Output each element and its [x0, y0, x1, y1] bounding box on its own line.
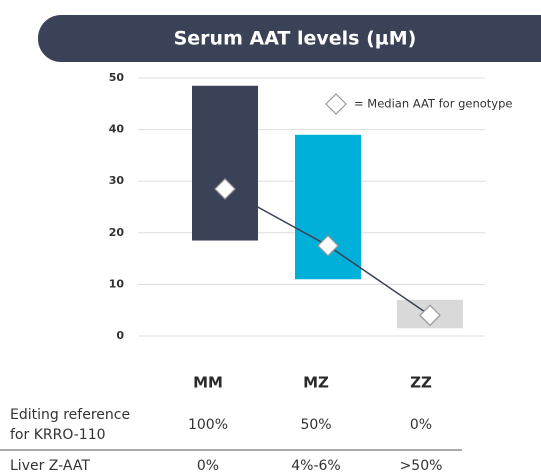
row-label: for KRRO-110: [10, 427, 106, 443]
y-tick-label: 20: [109, 226, 125, 239]
legend-marker: [325, 93, 347, 115]
median-marker: [214, 178, 236, 200]
range-bar: [295, 134, 361, 280]
table-cell: 0%: [410, 417, 432, 433]
table-cell: 50%: [300, 417, 331, 433]
legend-label: = Median AAT for genotype: [354, 97, 512, 111]
y-tick-label: 0: [116, 329, 124, 342]
y-tick-label: 10: [109, 277, 125, 290]
y-tick-label: 40: [109, 123, 125, 136]
median-marker: [317, 234, 339, 257]
range-bar: [192, 85, 258, 241]
column-header: ZZ: [410, 374, 432, 392]
y-tick-label: 30: [109, 174, 125, 187]
median-marker: [419, 304, 441, 327]
row-label: Editing reference: [10, 407, 130, 423]
row-label: Liver Z-AAT: [10, 458, 90, 474]
column-header: MM: [193, 374, 223, 392]
table-cell: >50%: [400, 458, 443, 474]
table-cell: 4%-6%: [291, 458, 340, 474]
chart-title: Serum AAT levels (µM): [174, 28, 417, 50]
title-banner: [38, 15, 541, 62]
column-header: MZ: [303, 374, 329, 392]
table-cell: 0%: [197, 458, 219, 474]
y-tick-label: 50: [109, 71, 125, 84]
table-cell: 100%: [188, 417, 228, 433]
